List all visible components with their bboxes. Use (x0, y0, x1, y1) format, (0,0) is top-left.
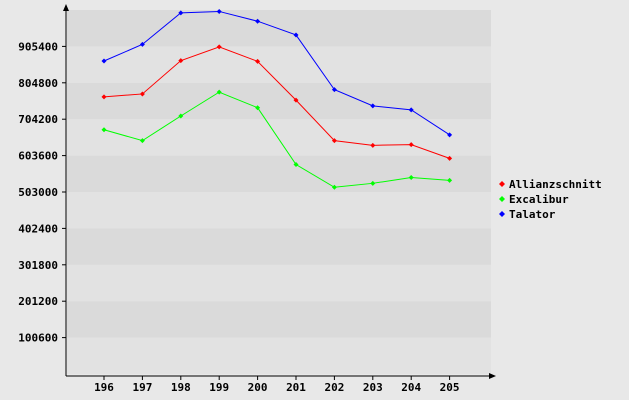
data-point (216, 89, 222, 95)
data-point (216, 44, 222, 50)
series-line (103, 46, 450, 159)
legend-label: Excalibur (509, 193, 569, 206)
data-point (178, 58, 184, 64)
data-point (178, 113, 184, 119)
grid-band (67, 82, 491, 120)
legend-item: Excalibur (499, 193, 569, 206)
data-point (408, 175, 414, 181)
data-point (139, 91, 145, 97)
data-point (216, 8, 222, 14)
data-point (447, 155, 453, 161)
x-tick-label: 196 (94, 381, 114, 394)
grid-band (67, 337, 491, 374)
y-tick-label: 201200 (18, 295, 58, 308)
y-axis-ticks: 100600 201200 301800 402400 503000 603600 7042… (18, 40, 66, 345)
data-point (447, 132, 453, 138)
series-lines (101, 8, 453, 190)
grid-band (67, 119, 491, 156)
x-axis-ticks: 196 197 198 199 200 201 202 203 204 205 (94, 376, 460, 394)
y-tick-label: 100600 (18, 332, 58, 345)
y-tick-label: 603600 (18, 150, 58, 163)
data-point (408, 142, 414, 148)
data-point (331, 184, 337, 190)
series-allianzschnitt (101, 44, 453, 161)
data-point (331, 138, 337, 144)
x-tick-label: 203 (363, 381, 383, 394)
x-tick-label: 205 (440, 381, 460, 394)
x-tick-label: 201 (286, 381, 306, 394)
grid-band (67, 155, 491, 192)
grid-band (67, 10, 491, 47)
grid-band (67, 46, 491, 83)
grid-band (67, 228, 491, 265)
x-tick-label: 200 (248, 381, 268, 394)
data-point (331, 87, 337, 93)
data-point (101, 127, 107, 133)
y-tick-label: 301800 (18, 259, 58, 272)
legend: Allianzschnitt Excalibur Talator (499, 178, 602, 221)
data-point (408, 107, 414, 113)
data-point (370, 103, 376, 109)
data-point (255, 105, 261, 111)
data-point (293, 162, 299, 168)
legend-item: Talator (499, 208, 556, 221)
x-tick-label: 199 (209, 381, 229, 394)
legend-marker (499, 181, 505, 187)
data-point (447, 177, 453, 183)
x-tick-label: 197 (132, 381, 152, 394)
y-tick-label: 704200 (18, 113, 58, 126)
series-line (103, 10, 450, 136)
data-point (178, 10, 184, 16)
legend-marker (499, 211, 505, 217)
legend-marker (499, 196, 505, 202)
data-point (255, 58, 261, 64)
data-point (293, 97, 299, 103)
data-point (101, 58, 107, 64)
y-tick-label: 503000 (18, 186, 58, 199)
series-excalibur (101, 89, 453, 190)
grid-band (67, 301, 491, 338)
grid-band (67, 264, 491, 302)
series-line (103, 91, 450, 188)
legend-item: Allianzschnitt (499, 178, 602, 191)
legend-label: Allianzschnitt (509, 178, 602, 191)
data-point (370, 180, 376, 186)
series-talator (101, 8, 453, 138)
axes (63, 4, 496, 379)
y-tick-label: 804800 (18, 77, 58, 90)
x-tick-label: 198 (171, 381, 191, 394)
y-axis-arrow (63, 4, 69, 11)
data-point (139, 41, 145, 47)
x-tick-label: 202 (324, 381, 344, 394)
legend-label: Talator (509, 208, 556, 221)
y-tick-label: 402400 (18, 222, 58, 235)
grid-band (67, 192, 491, 229)
data-point (293, 32, 299, 38)
data-point (255, 18, 261, 24)
data-point (101, 94, 107, 100)
y-tick-label: 905400 (18, 40, 58, 53)
data-point (370, 142, 376, 148)
plot-background (67, 10, 491, 374)
x-axis-arrow (489, 373, 496, 379)
data-point (139, 138, 145, 144)
x-tick-label: 204 (401, 381, 421, 394)
